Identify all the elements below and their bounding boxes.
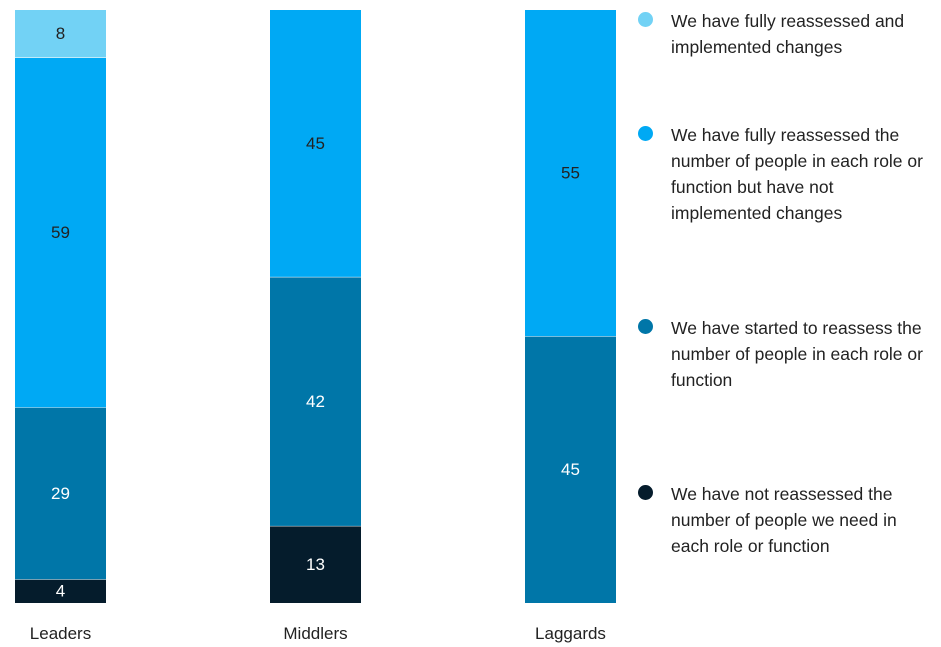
category-label-middlers: Middlers (283, 624, 348, 643)
bar-segment (270, 525, 361, 603)
bar-segment (15, 57, 106, 408)
category-label-laggards: Laggards (535, 624, 606, 643)
bar-segment (15, 10, 106, 58)
bar-value-label: 59 (51, 223, 70, 242)
category-label-leaders: Leaders (29, 624, 92, 643)
bar-value-label: 13 (306, 555, 325, 574)
bar-value-label: 8 (56, 24, 65, 43)
legend-label: We have started to reassess the number o… (671, 318, 923, 390)
bar-segment (15, 407, 106, 580)
bar-value-label: 42 (306, 392, 325, 411)
legend-label: We have fully reassessed and implemented… (671, 11, 905, 57)
legend-swatch-icon (638, 319, 653, 334)
legend-swatch-icon (638, 126, 653, 141)
legend-swatch-icon (638, 12, 653, 27)
bar-value-label: 4 (56, 582, 65, 601)
bar-value-label: 55 (561, 164, 580, 183)
legend-label: We have fully reassessed the number of p… (671, 125, 923, 223)
bar-segment (270, 276, 361, 526)
stacked-bar-chart: 4 29 59 8 13 42 45 45 55 (15, 10, 616, 603)
bar-value-label: 45 (561, 460, 580, 479)
bar-value-label: 29 (51, 484, 70, 503)
bar-value-label: 45 (306, 134, 325, 153)
bar-segment (270, 10, 361, 277)
legend-swatch-icon (638, 485, 653, 500)
legend-label: We have not reassessed the number of peo… (671, 484, 897, 556)
bar-segment (525, 336, 616, 603)
bar-segment (525, 10, 616, 337)
bar-segment (15, 579, 106, 603)
